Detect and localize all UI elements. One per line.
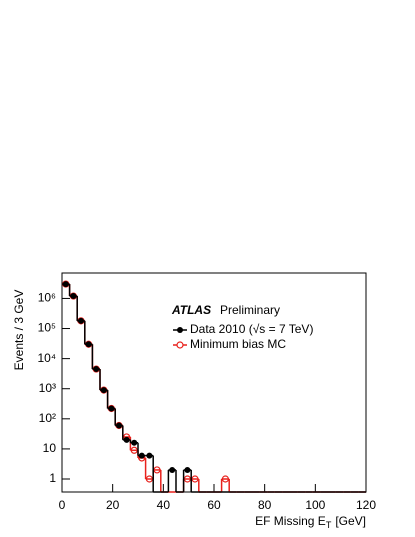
x-axis-label: EF Missing ET [GeV]: [255, 514, 366, 530]
plot-frame: [61, 272, 367, 493]
preliminary-label: Preliminary: [220, 303, 280, 317]
mc-point: [183, 475, 191, 483]
y-tick-label: 10⁵: [38, 321, 56, 335]
y-tick-label: 10⁶: [38, 291, 56, 305]
y-axis-label: Events / 3 GeV: [12, 290, 26, 371]
x-tick-label: 100: [305, 498, 325, 512]
data-point: [123, 436, 130, 443]
data-point: [169, 466, 176, 473]
y-tick-label: 10³: [39, 381, 56, 395]
y-tick-label: 10: [43, 441, 57, 455]
mc-point: [221, 475, 229, 483]
y-tick-label: 10²: [39, 411, 56, 425]
x-tick-label: 120: [356, 498, 376, 512]
mc-point: [191, 475, 199, 483]
x-label-sub: T: [326, 520, 332, 530]
mc-point: [145, 475, 153, 483]
mc-point: [130, 446, 138, 454]
y-tick-label: 10⁴: [37, 351, 56, 365]
data-point: [131, 439, 138, 446]
legend-label: Minimum bias MC: [190, 337, 286, 351]
x-tick-label: 20: [106, 498, 120, 512]
data-point: [138, 452, 145, 459]
legend-marker: [176, 341, 184, 349]
mc-point: [153, 466, 161, 474]
data-point: [184, 466, 191, 473]
data-point: [70, 293, 77, 300]
data-point: [62, 281, 69, 288]
atlas-label: ATLAS: [171, 303, 211, 317]
data-point: [100, 387, 107, 394]
x-tick-label: 60: [207, 498, 221, 512]
data-point: [146, 452, 153, 459]
data-point: [93, 366, 100, 373]
x-tick-label: 40: [157, 498, 171, 512]
data-point: [85, 341, 92, 348]
y-tick-label: 1: [49, 471, 56, 485]
data-point: [78, 317, 84, 324]
legend-marker: [177, 327, 183, 333]
x-tick-label: 0: [59, 498, 66, 512]
x-label-main: EF Missing E: [255, 514, 326, 528]
data-point: [116, 422, 122, 429]
x-tick-label: 80: [258, 498, 272, 512]
data-point: [108, 405, 115, 412]
legend-label: Data 2010 (√s = 7 TeV): [190, 322, 313, 336]
x-label-unit: [GeV]: [335, 514, 366, 528]
